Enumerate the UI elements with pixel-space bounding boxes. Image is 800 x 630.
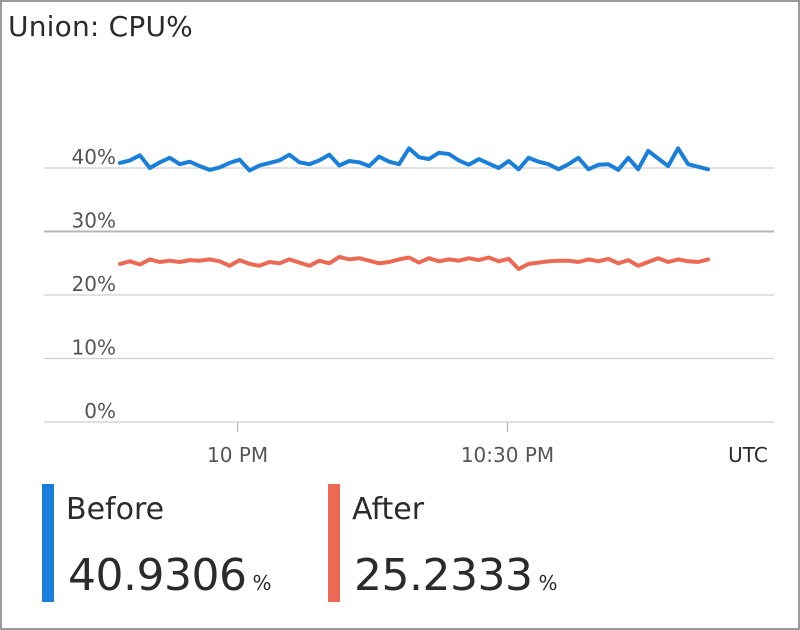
- timezone-label: UTC: [728, 443, 768, 467]
- series-line-after[interactable]: [118, 254, 710, 271]
- after-summary-value: 25.2333: [354, 550, 533, 601]
- y-tick-label-20: 20%: [72, 272, 116, 296]
- series-line-before[interactable]: [118, 146, 710, 173]
- x-tick-label-1: 10:30 PM: [461, 443, 554, 467]
- x-tick-label-0: 10 PM: [207, 443, 268, 467]
- before-summary-value: 40.9306: [68, 550, 247, 601]
- legend-swatch-after: [328, 484, 340, 602]
- legend-label-before: Before: [66, 492, 165, 527]
- y-tick-label-40: 40%: [72, 145, 116, 169]
- legend-label-after: After: [352, 492, 425, 527]
- legend-swatch-before: [42, 484, 54, 602]
- after-summary-unit: %: [538, 571, 558, 595]
- legend-value-after: 25.2333%: [354, 550, 557, 601]
- cpu-line-chart[interactable]: 0% 10% 20% 30% 40% 10 PM 10:30 PM UTC: [2, 2, 798, 472]
- chart-title: Union: CPU%: [8, 10, 193, 43]
- y-tick-label-30: 30%: [72, 209, 116, 233]
- y-tick-label-0: 0%: [84, 399, 116, 423]
- before-summary-unit: %: [252, 571, 272, 595]
- legend-value-before: 40.9306%: [68, 550, 271, 601]
- y-tick-label-10: 10%: [72, 336, 116, 360]
